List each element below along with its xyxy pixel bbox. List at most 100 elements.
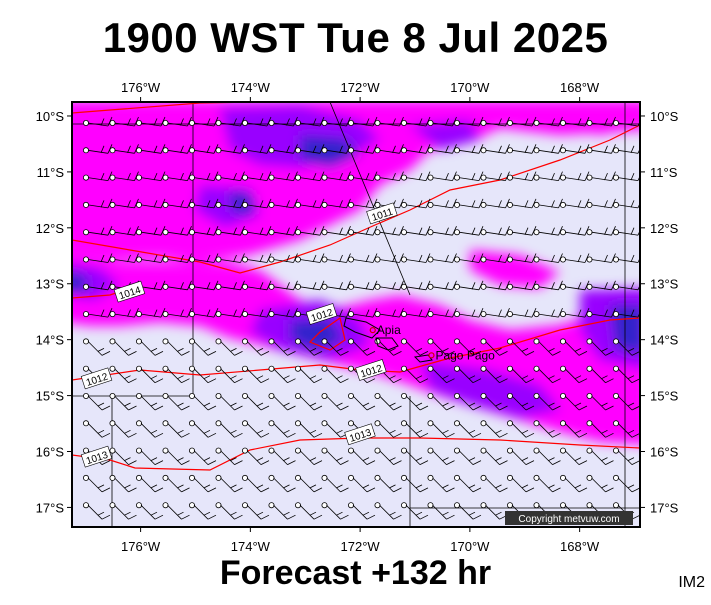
wind-barb bbox=[109, 420, 137, 438]
wind-barb bbox=[109, 392, 137, 411]
wind-barb bbox=[188, 307, 219, 318]
wind-barb bbox=[241, 338, 270, 356]
wind-barb bbox=[374, 447, 402, 465]
wind-barb bbox=[453, 307, 484, 318]
wind-barb bbox=[480, 474, 508, 493]
wind-barb bbox=[613, 145, 640, 154]
wind-barb bbox=[162, 280, 192, 291]
wind-barb bbox=[533, 474, 561, 493]
wind-barb bbox=[241, 144, 272, 154]
wind-barb bbox=[560, 280, 590, 291]
isobar-label-box bbox=[80, 367, 113, 390]
wind-barb bbox=[586, 474, 614, 493]
wind-barb bbox=[427, 198, 457, 209]
wind-barb bbox=[506, 420, 535, 438]
wind-barb bbox=[506, 365, 535, 384]
wind-barb bbox=[109, 253, 139, 263]
wind-barb bbox=[480, 420, 508, 438]
wind-barb bbox=[83, 420, 111, 438]
wind-barb bbox=[400, 280, 431, 291]
lon-label-bottom: 170°W bbox=[450, 539, 490, 554]
wind-barb bbox=[560, 226, 590, 236]
wind-barb bbox=[321, 474, 349, 493]
wind-barb bbox=[135, 365, 164, 384]
wind-barb bbox=[374, 307, 404, 318]
wind-barb bbox=[613, 282, 640, 291]
wind-barb bbox=[268, 338, 296, 356]
place-marker bbox=[428, 352, 435, 359]
wind-barb bbox=[639, 367, 640, 371]
wind-barb bbox=[347, 307, 378, 318]
wind-barb bbox=[215, 474, 243, 493]
lat-label-left: 11°S bbox=[37, 165, 65, 180]
wind-barb bbox=[400, 420, 429, 438]
lat-label-right: 17°S bbox=[650, 500, 679, 515]
isobar-label-box bbox=[113, 280, 146, 303]
wind-barb bbox=[268, 420, 296, 438]
wind-barb bbox=[639, 312, 640, 316]
lon-label-top: 168°W bbox=[560, 80, 600, 95]
wind-barb bbox=[188, 502, 217, 520]
wind-barb bbox=[400, 392, 429, 411]
wind-barb bbox=[533, 226, 563, 236]
wind-barb bbox=[83, 530, 110, 547]
wind-barb bbox=[135, 474, 164, 493]
wind-barb bbox=[613, 309, 640, 318]
lon-label-bottom: 176°W bbox=[121, 539, 161, 554]
wind-barb bbox=[506, 280, 537, 291]
wind-barb bbox=[506, 474, 535, 493]
wind-barb bbox=[268, 502, 296, 520]
wind-barb bbox=[215, 502, 243, 520]
wind-barb bbox=[506, 171, 537, 181]
product-code: IM2 bbox=[678, 574, 705, 591]
wind-barb bbox=[613, 227, 640, 236]
lat-label-right: 10°S bbox=[650, 109, 679, 124]
wind-barb bbox=[189, 530, 216, 547]
wind-barb bbox=[453, 420, 482, 438]
wind-barb bbox=[427, 226, 457, 236]
wind-barb bbox=[374, 420, 402, 438]
wind-barb bbox=[400, 447, 429, 465]
wind-barb bbox=[294, 253, 325, 263]
wind-barb bbox=[241, 198, 272, 209]
lat-label-left: 16°S bbox=[36, 445, 65, 460]
wind-barb bbox=[480, 392, 508, 411]
wind-barb bbox=[533, 420, 561, 438]
lat-label-left: 13°S bbox=[36, 277, 65, 292]
wind-barb bbox=[347, 502, 376, 520]
wind-barb bbox=[109, 447, 137, 465]
wind-barb bbox=[480, 307, 510, 318]
wind-barb bbox=[321, 420, 349, 438]
wind-barb bbox=[347, 392, 376, 411]
wind-barb bbox=[427, 502, 455, 520]
wind-barb bbox=[506, 198, 537, 209]
wind-barb bbox=[241, 365, 270, 384]
lat-label-left: 17°S bbox=[36, 500, 65, 515]
wind-barb bbox=[613, 365, 640, 384]
wind-barb bbox=[135, 116, 166, 127]
wind-barb bbox=[321, 171, 351, 181]
wind-barb bbox=[268, 280, 298, 291]
wind-barb bbox=[188, 474, 217, 493]
wind-barb bbox=[188, 198, 219, 209]
place-label: Apia bbox=[377, 323, 401, 337]
wind-barb bbox=[215, 338, 243, 356]
wind-barb bbox=[162, 420, 190, 438]
wind-barb bbox=[83, 474, 111, 493]
wind-barb bbox=[427, 474, 455, 493]
wind-barb bbox=[586, 226, 616, 236]
wind-barb bbox=[135, 392, 164, 411]
wind-barb bbox=[453, 338, 482, 356]
wind-barb bbox=[83, 338, 111, 356]
wind-barb bbox=[294, 420, 323, 438]
wind-barb bbox=[613, 447, 640, 465]
wind-barb bbox=[188, 226, 219, 236]
wind-barb bbox=[268, 307, 298, 318]
wind-barb bbox=[347, 338, 376, 356]
wind-barb bbox=[215, 253, 245, 263]
wind-barb bbox=[135, 502, 164, 520]
wind-barb bbox=[109, 116, 139, 127]
wind-barb bbox=[453, 502, 482, 520]
wind-barb bbox=[427, 392, 455, 411]
